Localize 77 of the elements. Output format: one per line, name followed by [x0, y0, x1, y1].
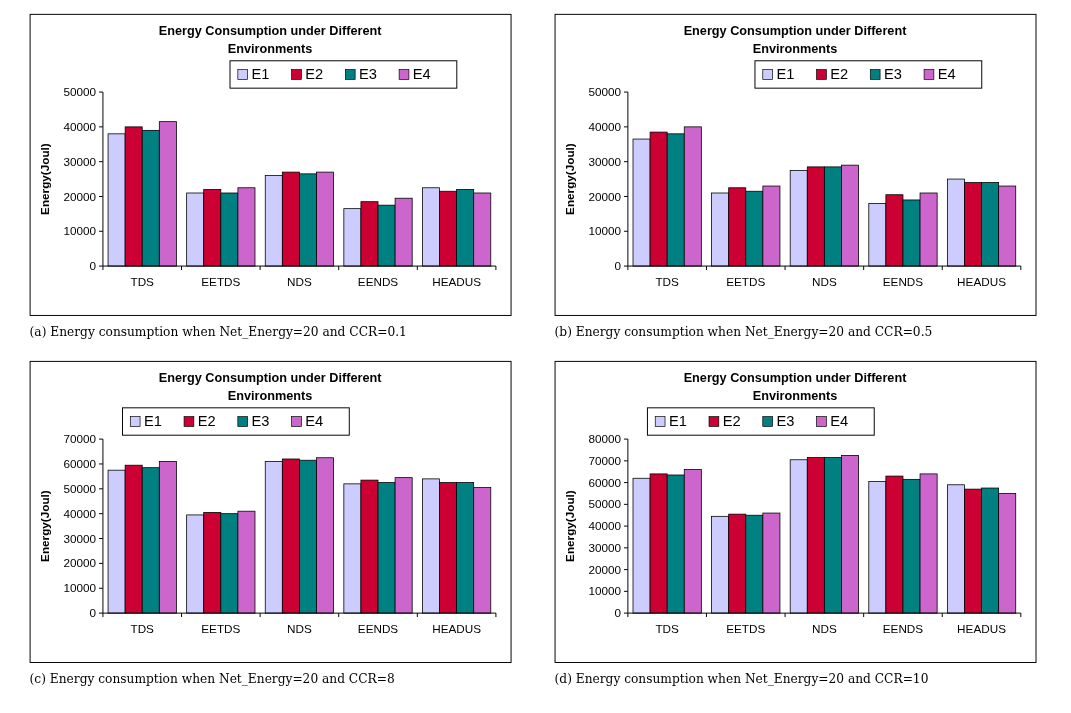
y-tick-label: 20000	[588, 189, 622, 203]
x-tick-label: EENDS	[882, 621, 924, 635]
y-tick-label: 0	[89, 259, 97, 273]
y-tick-label: 20000	[588, 562, 622, 576]
y-tick-label: 20000	[63, 189, 97, 203]
y-tick-label: 40000	[63, 506, 97, 520]
chart-title: Energy Consumption under Different Environments	[158, 371, 383, 403]
legend-label: E3	[251, 413, 270, 430]
x-tick-label: HEADUS	[432, 274, 482, 288]
legend-label: E2	[830, 66, 849, 83]
chart-title: Energy Consumption under Different Environments	[158, 24, 383, 56]
legend-label: E1	[143, 413, 162, 430]
y-tick-label: 50000	[63, 481, 97, 495]
y-tick-label: 10000	[63, 581, 97, 595]
x-tick-label: EENDS	[882, 274, 924, 288]
x-tick-label: NDS	[287, 621, 312, 635]
x-tick-label: TDS	[655, 274, 680, 288]
legend-label: E2	[722, 413, 741, 430]
y-axis-title: Energy(Joul)	[563, 490, 577, 562]
y-tick-label: 0	[614, 259, 622, 273]
y-tick-label: 30000	[588, 154, 622, 168]
y-axis-title: Energy(Joul)	[563, 143, 577, 215]
x-tick-label: EENDS	[357, 274, 399, 288]
legend-label: E3	[776, 413, 795, 430]
y-tick-label: 40000	[588, 519, 622, 533]
y-tick-label: 30000	[63, 531, 97, 545]
x-tick-label: HEADUS	[957, 621, 1007, 635]
y-tick-label: 30000	[588, 540, 622, 554]
y-axis-title: Energy(Joul)	[38, 143, 52, 215]
y-tick-label: 50000	[588, 85, 622, 99]
y-tick-label: 10000	[63, 224, 97, 238]
x-tick-label: NDS	[811, 621, 837, 635]
y-tick-label: 80000	[588, 432, 622, 446]
legend-label: E1	[251, 66, 270, 83]
y-tick-label: 60000	[588, 475, 622, 489]
y-tick-label: 40000	[588, 119, 622, 133]
text: (d) Energy consumption when Net_Energy=20 and CCR=10	[554, 672, 929, 687]
x-tick-label: EETDS	[201, 274, 241, 288]
x-tick-label: HEADUS	[432, 621, 482, 635]
y-tick-label: 70000	[63, 432, 97, 446]
text: (c) Energy consumption when Net_Energy=20 and CCR=8	[29, 672, 395, 687]
x-tick-label: NDS	[287, 274, 312, 288]
y-tick-label: 20000	[63, 556, 97, 570]
x-tick-label: HEADUS	[957, 274, 1007, 288]
chart-title: Energy Consumption under Different Environments	[683, 371, 908, 403]
y-tick-label: 0	[89, 606, 97, 620]
x-tick-label: EETDS	[726, 621, 766, 635]
y-axis-title: Energy(Joul)	[38, 490, 52, 562]
y-tick-label: 50000	[63, 85, 97, 99]
legend-label: E4	[305, 413, 324, 430]
y-tick-label: 60000	[63, 457, 97, 471]
text: (a) Energy consumption when Net_Energy=20 and CCR=0.1	[29, 325, 407, 340]
y-tick-label: 70000	[588, 453, 622, 467]
x-tick-label: EENDS	[357, 621, 399, 635]
y-tick-label: 40000	[63, 119, 97, 133]
legend-label: E3	[884, 66, 902, 83]
legend-label: E4	[412, 66, 431, 83]
x-tick-label: TDS	[130, 274, 155, 288]
x-tick-label: NDS	[811, 274, 837, 288]
x-tick-label: TDS	[130, 621, 155, 635]
x-tick-label: EETDS	[201, 621, 241, 635]
legend-label: E2	[197, 413, 216, 430]
y-tick-label: 50000	[588, 497, 622, 511]
x-tick-label: EETDS	[726, 274, 766, 288]
x-tick-label: TDS	[655, 621, 680, 635]
text: (b) Energy consumption when Net_Energy=20 and CCR=0.5	[554, 325, 933, 340]
y-tick-label: 0	[614, 606, 622, 620]
y-tick-label: 10000	[588, 584, 622, 598]
y-tick-label: 10000	[588, 224, 622, 238]
legend-label: E1	[668, 413, 687, 430]
legend-label: E4	[830, 413, 849, 430]
legend-label: E3	[359, 66, 377, 83]
legend-label: E4	[937, 66, 956, 83]
legend-label: E1	[776, 66, 795, 83]
legend-label: E2	[305, 66, 324, 83]
chart-title: Energy Consumption under Different Environments	[683, 24, 908, 56]
y-tick-label: 30000	[63, 154, 97, 168]
